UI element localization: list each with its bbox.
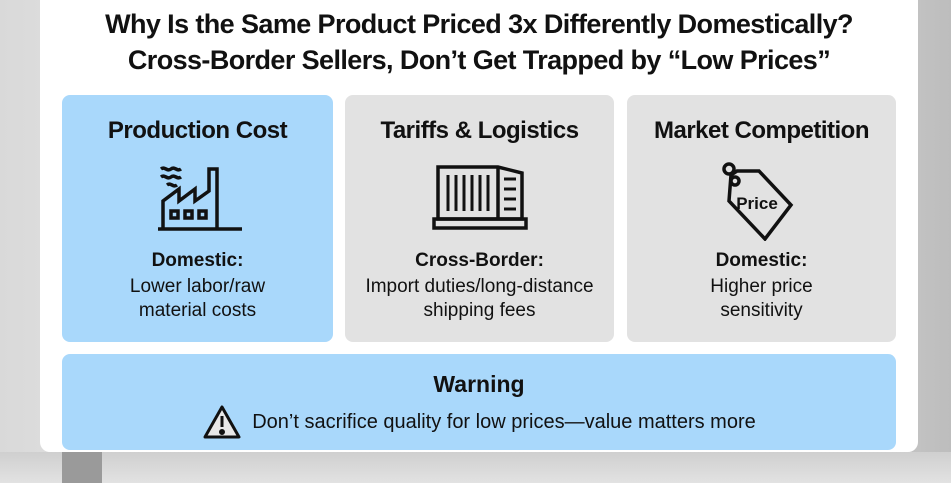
infographic: Why Is the Same Product Priced 3x Differ… [40,0,918,452]
warning-heading: Warning [433,371,525,397]
card-description: Lower labor/raw material costs [68,275,327,323]
title-line-2: Cross-Border Sellers, Don’t Get Trapped … [127,45,831,75]
card-tariffs-logistics: Tariffs & Logistics Cross-Border: Import… [345,95,614,342]
card-subheading: Domestic: [151,250,244,271]
background-floor [0,452,951,483]
warning-text: Don’t sacrifice quality for low prices—v… [252,410,756,433]
background-post [62,452,102,483]
price-tag-label: Price [736,194,778,213]
title-line-1: Why Is the Same Product Priced 3x Differ… [105,9,853,39]
warning-panel: Warning Don’t sacrifice quality for low … [62,354,896,450]
page-title: Why Is the Same Product Priced 3x Differ… [40,6,918,78]
price-tag-icon: Price [721,162,793,241]
desc-line: material costs [138,300,257,321]
warning-icon [203,405,241,439]
desc-line: Lower labor/raw [129,276,266,297]
card-market-competition: Market Competition Price Domestic: Highe… [627,95,896,342]
card-subheading: Cross-Border: [415,250,544,271]
factory-icon [157,166,242,231]
card-heading: Tariffs & Logistics [380,117,579,144]
card-heading: Production Cost [107,117,288,144]
desc-line: shipping fees [423,300,536,321]
card-description: Higher price sensitivity [633,275,890,323]
desc-line: Higher price [710,276,813,297]
shipping-container-icon [431,165,528,230]
warning-row: Don’t sacrifice quality for low prices—v… [62,404,896,440]
card-production-cost: Production Cost Domestic: Lower labor/ra… [62,95,333,342]
card-description: Import duties/long-distance shipping fee… [351,275,608,323]
card-heading: Market Competition [653,117,870,144]
desc-line: sensitivity [720,300,803,321]
desc-line: Import duties/long-distance [365,276,594,297]
card-subheading: Domestic: [715,250,808,271]
